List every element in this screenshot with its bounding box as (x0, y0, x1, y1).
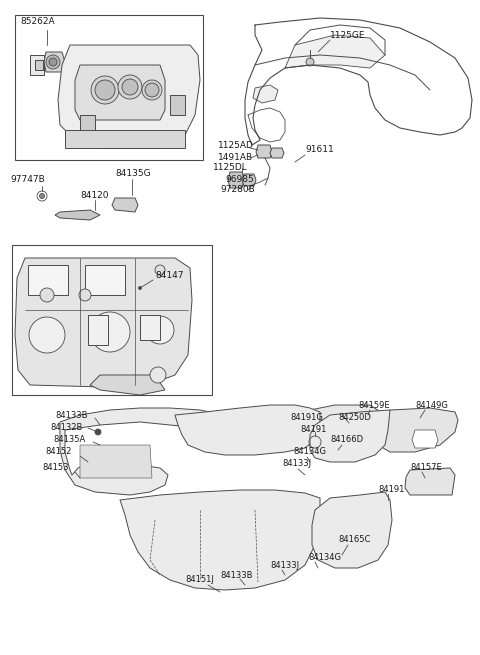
Polygon shape (242, 174, 256, 186)
Text: 84191G: 84191G (290, 413, 323, 422)
Text: 84147: 84147 (155, 271, 183, 280)
Polygon shape (305, 405, 385, 432)
Polygon shape (15, 258, 192, 388)
Polygon shape (65, 130, 185, 148)
Text: 84135A: 84135A (53, 436, 85, 445)
Text: 84133B: 84133B (220, 571, 252, 580)
Text: 84133B: 84133B (55, 411, 87, 419)
Text: 84159E: 84159E (358, 400, 390, 409)
Circle shape (150, 367, 166, 383)
Text: 84191: 84191 (300, 426, 326, 434)
Polygon shape (35, 60, 43, 70)
Text: 1125AD: 1125AD (218, 141, 254, 149)
Text: 84152: 84152 (45, 447, 72, 457)
Text: 84133J: 84133J (282, 460, 311, 468)
Circle shape (90, 312, 130, 352)
Text: 84133J: 84133J (270, 561, 299, 569)
Text: 97747B: 97747B (10, 176, 45, 185)
Polygon shape (140, 315, 160, 340)
Polygon shape (30, 55, 44, 75)
Polygon shape (44, 52, 65, 72)
Polygon shape (85, 265, 125, 295)
Circle shape (91, 76, 119, 104)
Polygon shape (60, 408, 230, 495)
Polygon shape (412, 430, 438, 448)
Text: 84132B: 84132B (50, 424, 83, 432)
Polygon shape (170, 95, 185, 115)
Polygon shape (80, 445, 152, 478)
Circle shape (95, 429, 101, 435)
Text: 84166D: 84166D (330, 436, 363, 445)
Circle shape (118, 75, 142, 99)
Polygon shape (405, 468, 455, 495)
Text: 84134G: 84134G (293, 447, 326, 457)
Polygon shape (285, 35, 385, 68)
Polygon shape (228, 172, 244, 188)
Polygon shape (256, 145, 272, 158)
Polygon shape (120, 490, 320, 590)
Circle shape (122, 79, 138, 95)
Polygon shape (253, 85, 278, 103)
Polygon shape (75, 65, 165, 120)
Text: 84151J: 84151J (185, 576, 214, 584)
Polygon shape (88, 315, 108, 345)
Text: 84191: 84191 (378, 485, 404, 495)
Circle shape (29, 317, 65, 353)
Text: 84149G: 84149G (415, 400, 448, 409)
Circle shape (306, 58, 314, 66)
Text: 84153: 84153 (42, 464, 69, 472)
Bar (15, 15, 203, 160)
Polygon shape (80, 115, 95, 130)
Text: 84165C: 84165C (338, 536, 371, 544)
Circle shape (155, 265, 165, 275)
Polygon shape (312, 492, 392, 568)
Polygon shape (375, 408, 458, 452)
Text: 84120: 84120 (80, 191, 108, 200)
Bar (12, 245, 212, 395)
Polygon shape (55, 210, 100, 220)
Text: 84250D: 84250D (338, 413, 371, 422)
Circle shape (79, 289, 91, 301)
Polygon shape (270, 148, 284, 158)
Text: 91611: 91611 (305, 145, 334, 155)
Polygon shape (175, 405, 320, 455)
Circle shape (139, 286, 142, 290)
Text: 1125DL: 1125DL (213, 164, 248, 172)
Text: 96985: 96985 (225, 176, 254, 185)
Circle shape (40, 288, 54, 302)
Text: 84134G: 84134G (308, 553, 341, 563)
Circle shape (46, 55, 60, 69)
Text: 84135G: 84135G (115, 168, 151, 178)
Polygon shape (112, 198, 138, 212)
Polygon shape (58, 45, 200, 148)
Text: 85262A: 85262A (20, 18, 55, 26)
Circle shape (142, 80, 162, 100)
Polygon shape (90, 375, 165, 395)
Text: 1125GE: 1125GE (330, 31, 365, 39)
Circle shape (145, 83, 159, 97)
Polygon shape (310, 410, 390, 462)
Text: 1491AB: 1491AB (218, 153, 253, 162)
Text: 97280B: 97280B (220, 185, 255, 195)
Circle shape (95, 80, 115, 100)
Circle shape (146, 316, 174, 344)
Circle shape (49, 58, 57, 66)
Polygon shape (28, 265, 68, 295)
Text: 84157E: 84157E (410, 464, 442, 472)
Circle shape (39, 193, 45, 198)
